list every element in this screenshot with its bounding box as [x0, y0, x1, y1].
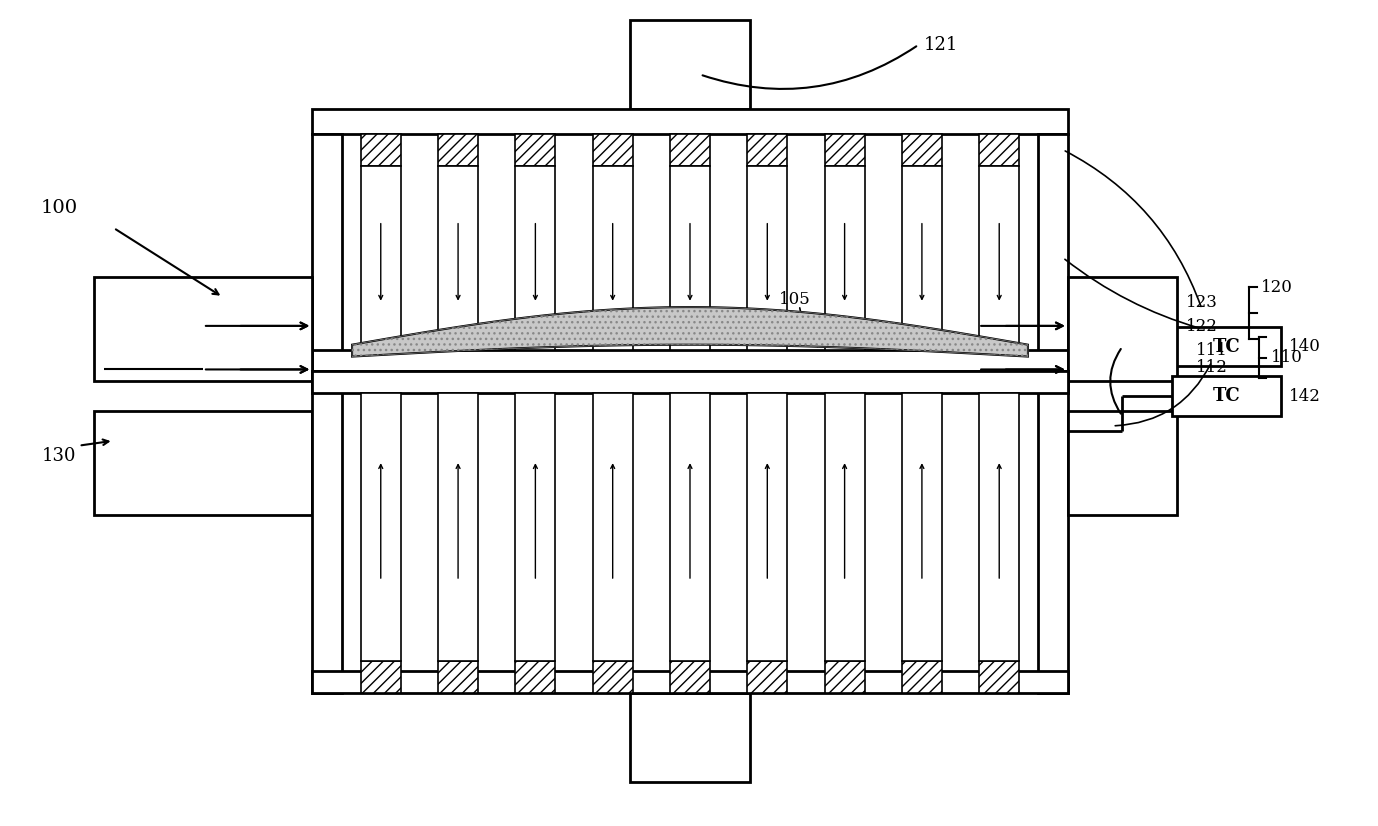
- Bar: [515, 393, 555, 662]
- Text: 121: 121: [923, 36, 958, 54]
- Bar: [747, 662, 787, 693]
- Bar: [824, 134, 865, 165]
- Bar: [593, 165, 633, 349]
- Text: 111: 111: [1196, 342, 1228, 359]
- Bar: [824, 393, 865, 662]
- Text: 120: 120: [1261, 279, 1293, 296]
- Bar: [438, 134, 478, 165]
- Bar: [94, 411, 313, 515]
- Bar: [313, 672, 1068, 693]
- Bar: [901, 165, 943, 349]
- Bar: [515, 134, 555, 165]
- Bar: [630, 693, 750, 782]
- Bar: [593, 662, 633, 693]
- Bar: [313, 372, 1068, 393]
- Bar: [670, 662, 710, 693]
- Text: 112: 112: [1196, 359, 1228, 376]
- Bar: [1068, 411, 1177, 515]
- Bar: [361, 662, 401, 693]
- Bar: [670, 165, 710, 349]
- Bar: [1038, 372, 1068, 693]
- Bar: [515, 165, 555, 349]
- Bar: [980, 134, 1020, 165]
- Bar: [313, 349, 1068, 372]
- Bar: [438, 662, 478, 693]
- Bar: [593, 134, 633, 165]
- Bar: [515, 662, 555, 693]
- Bar: [313, 372, 342, 693]
- Bar: [670, 393, 710, 662]
- Bar: [747, 134, 787, 165]
- Text: TC: TC: [1213, 387, 1240, 406]
- Bar: [1068, 278, 1177, 382]
- Bar: [670, 134, 710, 165]
- Bar: [438, 165, 478, 349]
- Bar: [1038, 134, 1068, 372]
- Bar: [901, 662, 943, 693]
- Bar: [438, 393, 478, 662]
- Bar: [824, 662, 865, 693]
- Bar: [1173, 377, 1282, 416]
- Text: 123: 123: [1186, 293, 1218, 311]
- Bar: [361, 134, 401, 165]
- Bar: [361, 165, 401, 349]
- Bar: [1173, 327, 1282, 367]
- Bar: [94, 278, 313, 382]
- Bar: [630, 20, 750, 109]
- Bar: [593, 393, 633, 662]
- Bar: [313, 109, 1068, 134]
- Polygon shape: [351, 307, 1028, 357]
- Bar: [747, 393, 787, 662]
- Text: 142: 142: [1290, 387, 1322, 405]
- Bar: [361, 393, 401, 662]
- Text: TC: TC: [1213, 338, 1240, 356]
- Bar: [980, 165, 1020, 349]
- Bar: [901, 393, 943, 662]
- Bar: [980, 662, 1020, 693]
- Bar: [901, 134, 943, 165]
- Bar: [313, 134, 342, 372]
- Text: 105: 105: [779, 291, 810, 307]
- Text: 100: 100: [40, 199, 77, 217]
- Text: 122: 122: [1186, 318, 1218, 335]
- Text: 130: 130: [41, 447, 76, 464]
- Bar: [980, 393, 1020, 662]
- Bar: [747, 165, 787, 349]
- Bar: [824, 165, 865, 349]
- Text: 110: 110: [1271, 349, 1302, 366]
- Text: 140: 140: [1290, 338, 1322, 355]
